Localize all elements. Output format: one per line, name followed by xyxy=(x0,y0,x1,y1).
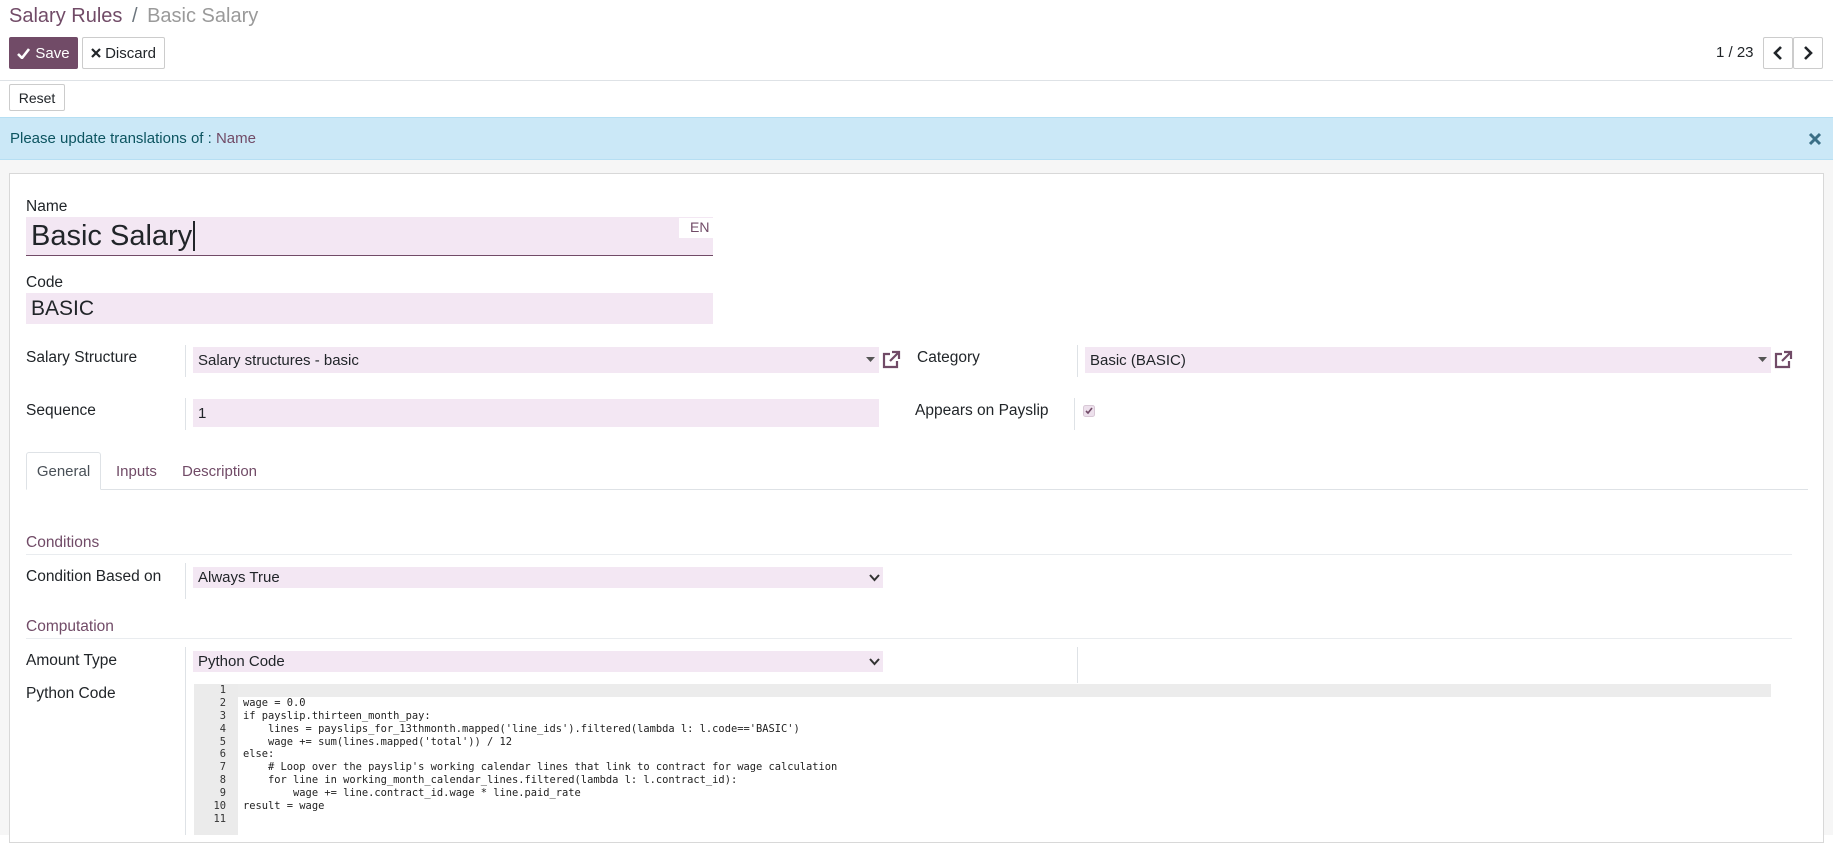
code-gutter xyxy=(194,684,238,835)
amount-type-select[interactable]: Python Code xyxy=(193,651,883,672)
code-line: wage += sum(lines.mapped('total')) / 12 xyxy=(243,735,512,748)
chevron-right xyxy=(1804,46,1813,60)
external-link[interactable] xyxy=(881,350,901,370)
line-number: 1 xyxy=(219,684,226,696)
breadcrumb: Salary Rules / Basic Salary xyxy=(9,5,258,28)
alert-close[interactable] xyxy=(1808,132,1822,146)
reset-button[interactable]: Reset xyxy=(9,84,65,111)
category-label: Category xyxy=(917,349,980,366)
name-value: Basic Salary xyxy=(31,219,193,252)
tab-inputs[interactable]: Inputs xyxy=(116,463,157,480)
computation-heading: Computation xyxy=(26,618,114,635)
discard-button[interactable]: Discard xyxy=(82,37,165,69)
name-label: Name xyxy=(26,198,68,215)
name-input[interactable]: Basic Salary xyxy=(26,217,713,256)
discard-label: Discard xyxy=(105,44,156,62)
line-numbers: 1 2 3 4 5 6 7 8 9 10 11 xyxy=(194,684,226,826)
dropdown-caret xyxy=(1758,357,1767,362)
appears-on-payslip-label: Appears on Payslip xyxy=(915,402,1049,419)
alert-field[interactable]: Name xyxy=(215,130,256,147)
breadcrumb-parent[interactable]: Salary Rules xyxy=(9,5,123,27)
check-mark xyxy=(1085,407,1093,415)
select-chevron xyxy=(869,574,880,582)
code-line: else: xyxy=(243,748,275,761)
x-icon xyxy=(91,48,101,58)
section-rule xyxy=(26,554,1792,555)
field-separator xyxy=(185,398,186,430)
line-number: 2 xyxy=(219,696,226,709)
tabs-border xyxy=(26,489,1808,490)
lang-button[interactable]: EN xyxy=(690,219,710,235)
line-number: 10 xyxy=(213,800,226,813)
sequence-input[interactable]: 1 xyxy=(193,399,879,427)
field-separator xyxy=(185,563,186,599)
tab-description[interactable]: Description xyxy=(182,463,258,480)
condition-select[interactable]: Always True xyxy=(193,567,883,588)
appears-checkbox[interactable] xyxy=(1083,405,1095,417)
code-line: lines = payslips_for_13thmonth.mapped('l… xyxy=(243,722,800,735)
code-label: Code xyxy=(26,274,64,291)
line-number: 5 xyxy=(219,735,226,748)
condition-label: Condition Based on xyxy=(26,568,162,585)
alert-message: Please update translations of : Name xyxy=(10,130,256,147)
field-separator xyxy=(185,647,186,835)
pager-next[interactable] xyxy=(1793,37,1823,69)
amount-type-label: Amount Type xyxy=(26,652,118,669)
code-line xyxy=(243,684,837,697)
pager-previous[interactable] xyxy=(1763,37,1793,69)
line-number: 11 xyxy=(213,812,226,825)
save-label: Save xyxy=(35,44,70,62)
chevron-left xyxy=(1773,46,1782,60)
alert-text: Please update translations of : xyxy=(10,130,212,147)
line-number: 7 xyxy=(219,761,226,774)
line-number: 3 xyxy=(219,709,226,722)
code-line: if payslip.thirteen_month_pay: xyxy=(243,709,431,722)
field-separator xyxy=(1077,647,1078,683)
code-input[interactable]: BASIC xyxy=(26,293,713,324)
line-number: 6 xyxy=(219,748,226,761)
salary-structure-select[interactable]: Salary structures - basic xyxy=(193,347,879,373)
code-line: wage = 0.0 xyxy=(243,696,306,709)
code-line: wage += line.contract_id.wage * line.pai… xyxy=(243,787,581,800)
active-line xyxy=(238,684,1771,697)
tab-general[interactable]: General xyxy=(26,452,101,490)
code-line: for line in working_month_calendar_lines… xyxy=(243,774,738,787)
check-icon xyxy=(17,47,31,59)
sequence-label: Sequence xyxy=(26,402,96,419)
text-cursor xyxy=(193,221,195,251)
breadcrumb-separator: / xyxy=(131,5,138,27)
lang-bg xyxy=(679,218,713,238)
breadcrumb-current: Basic Salary xyxy=(147,5,259,27)
translation-alert: Please update translations of : Name xyxy=(0,117,1833,160)
line-number: 8 xyxy=(219,774,226,787)
conditions-heading: Conditions xyxy=(26,534,100,551)
pager-value[interactable]: 1 / 23 xyxy=(1716,44,1754,61)
code-line: # Loop over the payslip's working calend… xyxy=(243,761,838,774)
external-link[interactable] xyxy=(1773,350,1793,370)
category-select[interactable]: Basic (BASIC) xyxy=(1085,347,1771,373)
field-separator xyxy=(1074,398,1075,430)
code-line xyxy=(243,813,837,826)
code-editor[interactable]: 1 2 3 4 5 6 7 8 9 10 11 wage = 0.0 if payslip.thirt… xyxy=(194,684,1771,835)
code-lines: wage = 0.0 if payslip.thirteen_month_pay:… xyxy=(243,684,837,826)
dropdown-caret xyxy=(866,357,875,362)
code-line: result = wage xyxy=(243,800,325,813)
field-separator xyxy=(1077,345,1078,377)
save-button[interactable]: Save xyxy=(9,37,78,69)
section-rule xyxy=(26,638,1792,639)
control-panel-border xyxy=(0,80,1833,81)
select-chevron xyxy=(869,658,880,666)
field-separator xyxy=(185,345,186,377)
line-number: 9 xyxy=(219,787,226,800)
salary-structure-label: Salary Structure xyxy=(26,349,138,366)
line-number: 4 xyxy=(219,722,226,735)
python-code-label: Python Code xyxy=(26,685,116,702)
